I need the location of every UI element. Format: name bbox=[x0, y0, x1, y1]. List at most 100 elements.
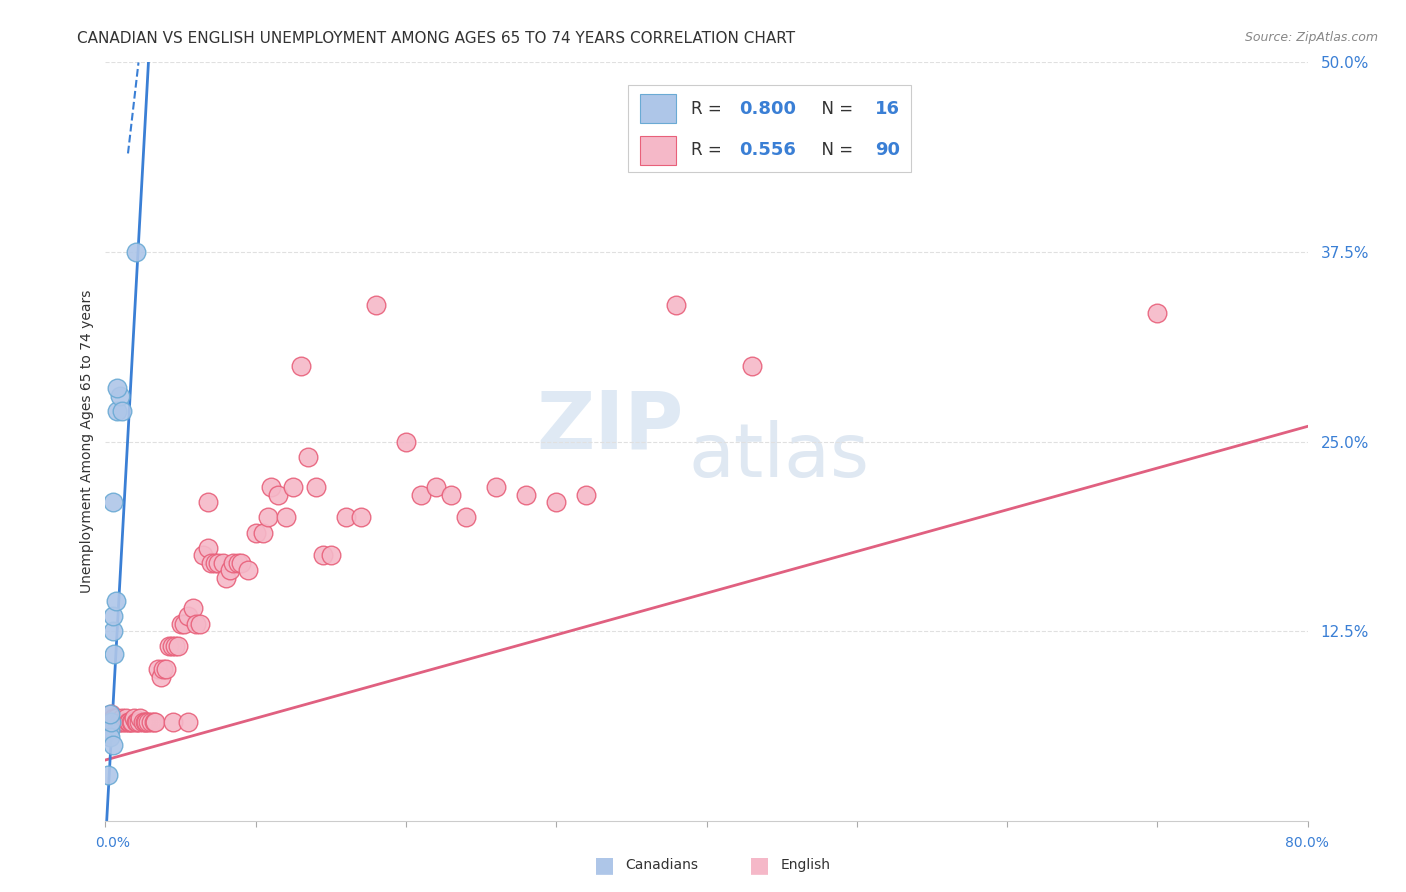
Point bbox=[166, 639, 188, 653]
Point bbox=[104, 594, 127, 608]
Point bbox=[111, 404, 134, 418]
Point bbox=[665, 298, 688, 312]
Point bbox=[98, 707, 121, 722]
Point bbox=[515, 487, 537, 501]
Point bbox=[409, 487, 432, 501]
Point bbox=[181, 601, 204, 615]
Bar bbox=[640, 95, 676, 123]
Point bbox=[741, 359, 763, 373]
Text: 16: 16 bbox=[875, 100, 900, 118]
Point bbox=[100, 715, 122, 730]
Point bbox=[132, 715, 155, 730]
Point bbox=[425, 480, 447, 494]
Point bbox=[274, 510, 297, 524]
Point bbox=[197, 495, 219, 509]
Point bbox=[101, 495, 124, 509]
Text: R =: R = bbox=[690, 142, 727, 160]
Point bbox=[335, 510, 357, 524]
Text: 0.800: 0.800 bbox=[740, 100, 796, 118]
Point bbox=[110, 715, 132, 730]
Point bbox=[256, 510, 278, 524]
Point bbox=[117, 715, 139, 730]
Point bbox=[97, 715, 120, 730]
Text: N =: N = bbox=[811, 100, 859, 118]
Point bbox=[103, 715, 125, 730]
Point bbox=[112, 715, 135, 730]
Text: ZIP: ZIP bbox=[537, 387, 683, 466]
Point bbox=[103, 647, 125, 661]
Point bbox=[101, 710, 124, 724]
Point bbox=[456, 510, 478, 524]
Point bbox=[101, 608, 124, 623]
Point bbox=[229, 556, 252, 570]
Point bbox=[177, 608, 200, 623]
Point bbox=[129, 710, 152, 724]
Point bbox=[245, 525, 267, 540]
Text: 0.0%: 0.0% bbox=[96, 836, 131, 850]
Point bbox=[200, 556, 222, 570]
Point bbox=[103, 710, 125, 724]
Point bbox=[152, 662, 174, 676]
Point bbox=[124, 715, 146, 730]
Point bbox=[146, 662, 169, 676]
Point bbox=[364, 298, 387, 312]
Point bbox=[204, 556, 226, 570]
Point bbox=[104, 715, 127, 730]
Point bbox=[297, 450, 319, 464]
Point bbox=[252, 525, 274, 540]
Text: N =: N = bbox=[811, 142, 859, 160]
Point bbox=[97, 768, 120, 782]
Point bbox=[98, 710, 121, 724]
Point bbox=[162, 715, 184, 730]
Point bbox=[214, 571, 236, 585]
Point bbox=[101, 624, 124, 639]
Text: CANADIAN VS ENGLISH UNEMPLOYMENT AMONG AGES 65 TO 74 YEARS CORRELATION CHART: CANADIAN VS ENGLISH UNEMPLOYMENT AMONG A… bbox=[77, 31, 796, 46]
Point bbox=[290, 359, 312, 373]
Point bbox=[219, 564, 242, 578]
Point bbox=[267, 487, 290, 501]
Point bbox=[124, 244, 146, 259]
Point bbox=[169, 616, 191, 631]
Point bbox=[110, 389, 132, 403]
Point bbox=[114, 715, 136, 730]
Point bbox=[98, 715, 121, 730]
Point bbox=[440, 487, 463, 501]
Point bbox=[111, 710, 134, 724]
Text: Source: ZipAtlas.com: Source: ZipAtlas.com bbox=[1244, 31, 1378, 45]
Point bbox=[184, 616, 207, 631]
Point bbox=[107, 404, 129, 418]
Point bbox=[96, 715, 118, 730]
Point bbox=[155, 662, 177, 676]
Point bbox=[118, 715, 141, 730]
Point bbox=[108, 715, 131, 730]
Point bbox=[485, 480, 508, 494]
Point bbox=[226, 556, 249, 570]
Point bbox=[222, 556, 245, 570]
Point bbox=[120, 715, 142, 730]
Point bbox=[150, 669, 173, 683]
Point bbox=[546, 495, 568, 509]
Point bbox=[128, 715, 150, 730]
Point bbox=[107, 382, 129, 396]
Point bbox=[115, 710, 138, 724]
Point bbox=[142, 715, 165, 730]
Point bbox=[283, 480, 305, 494]
Point bbox=[100, 707, 122, 722]
Text: R =: R = bbox=[690, 100, 727, 118]
Point bbox=[136, 715, 159, 730]
Point bbox=[177, 715, 200, 730]
Point bbox=[98, 730, 121, 744]
Point bbox=[139, 715, 162, 730]
Point bbox=[101, 738, 124, 752]
Point bbox=[100, 715, 122, 730]
Point bbox=[319, 548, 342, 563]
Point bbox=[191, 548, 214, 563]
Point bbox=[350, 510, 373, 524]
Point bbox=[312, 548, 335, 563]
Point bbox=[1146, 305, 1168, 319]
Bar bbox=[640, 136, 676, 165]
Point bbox=[97, 710, 120, 724]
Point bbox=[575, 487, 598, 501]
Text: atlas: atlas bbox=[688, 420, 869, 493]
Point bbox=[163, 639, 186, 653]
